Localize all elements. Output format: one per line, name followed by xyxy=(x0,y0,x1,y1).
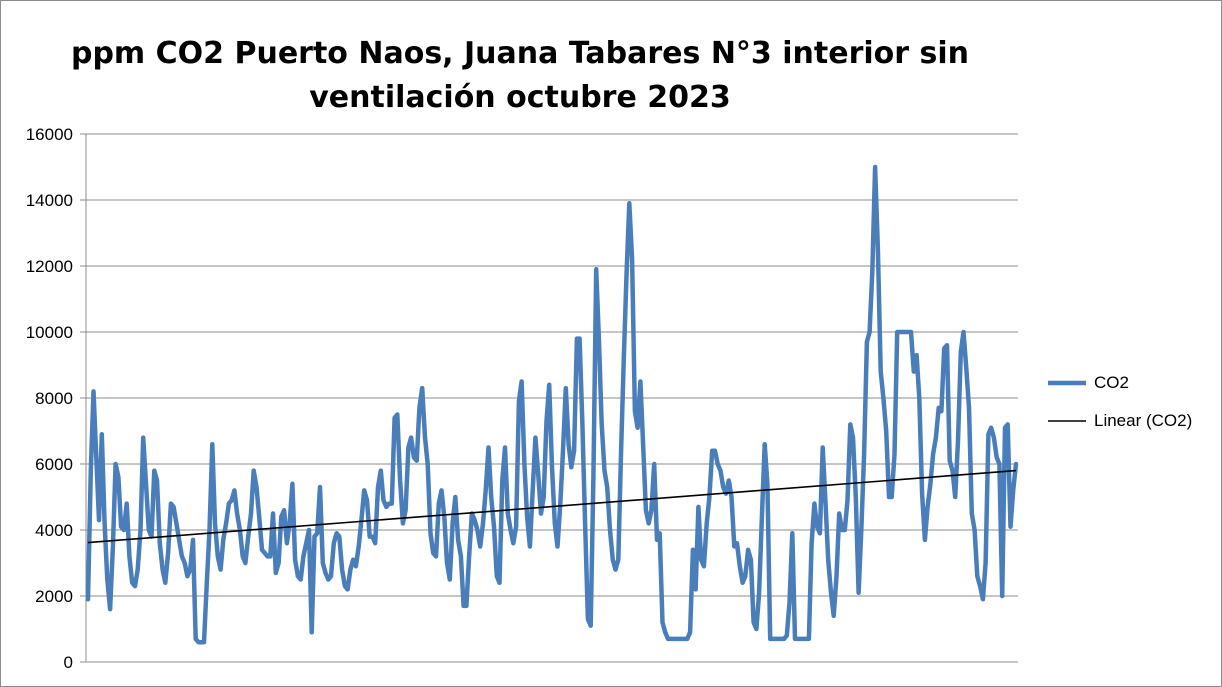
y-tick-label-4000: 4000 xyxy=(35,521,73,540)
y-tick-label-8000: 8000 xyxy=(35,389,73,408)
legend-swatch-linear-co2 xyxy=(1048,420,1086,422)
y-tick-label-6000: 6000 xyxy=(35,455,73,474)
y-tick-label-0: 0 xyxy=(64,653,73,672)
legend: CO2 Linear (CO2) xyxy=(1048,364,1218,440)
legend-label-linear-co2: Linear (CO2) xyxy=(1094,411,1193,430)
legend-item-linear-co2: Linear (CO2) xyxy=(1048,402,1218,440)
series-co2-line xyxy=(85,164,1019,645)
y-tick-label-2000: 2000 xyxy=(35,587,73,606)
legend-swatch-co2 xyxy=(1048,380,1086,386)
chart-title: ppm CO2 Puerto Naos, Juana Tabares N°3 i… xyxy=(70,36,970,115)
y-tick-label-16000: 16000 xyxy=(26,125,73,144)
legend-label-co2: CO2 xyxy=(1094,373,1129,392)
y-tick-label-14000: 14000 xyxy=(26,191,73,210)
y-tick-label-10000: 10000 xyxy=(26,323,73,342)
legend-item-co2: CO2 xyxy=(1048,364,1218,402)
y-tick-label-12000: 12000 xyxy=(26,257,73,276)
series-linear-co2-trendline xyxy=(87,469,1017,544)
